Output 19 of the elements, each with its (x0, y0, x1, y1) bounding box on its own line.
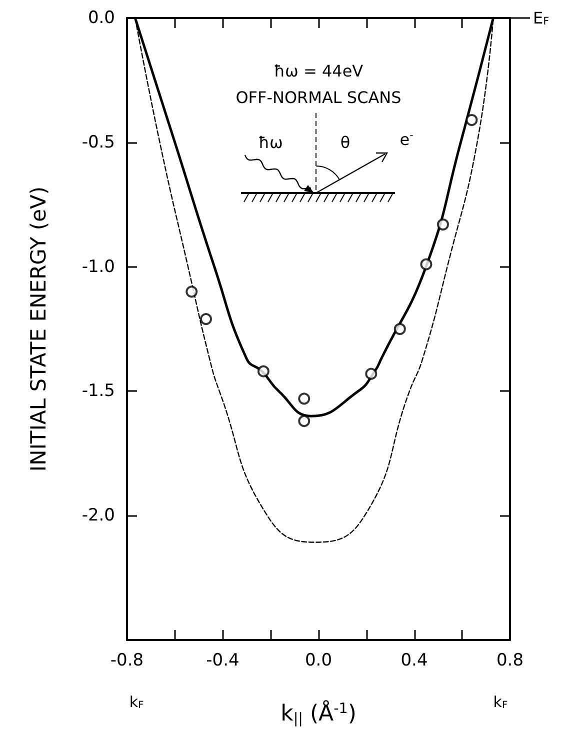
x-tick-label: -0.4 (206, 650, 240, 670)
annotation: ħω (258, 132, 283, 152)
y-tick-label: 0.0 (88, 8, 115, 28)
y-tick-label: -1.0 (82, 256, 115, 277)
y-tick-label: -1.5 (82, 381, 115, 402)
annotation: θ (340, 132, 350, 152)
y-tick-label: -2.0 (82, 506, 115, 526)
y-axis-title: INITIAL STATE ENERGY (eV) (26, 186, 50, 472)
text: kF (493, 693, 508, 712)
y-tick-label: -0.5 (82, 132, 115, 152)
ref-line-label: EF (533, 8, 550, 28)
x-tick-label: 0.4 (400, 650, 428, 670)
annotation: e- (400, 130, 414, 149)
x-tick-label: 0.8 (496, 650, 524, 670)
x-tick-label: -0.8 (110, 650, 144, 670)
x-tick-label: 0.0 (304, 650, 332, 670)
text: kF (129, 693, 144, 712)
annotation: ħω = 44eV (274, 61, 364, 80)
annotation: OFF-NORMAL SCANS (236, 88, 402, 108)
